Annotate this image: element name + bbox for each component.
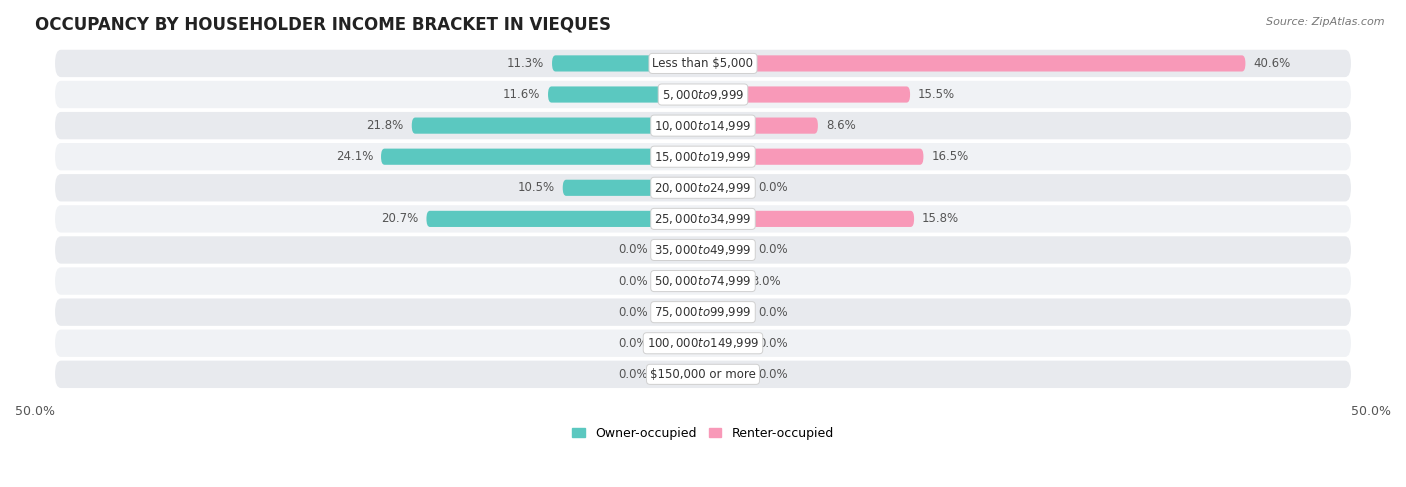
FancyBboxPatch shape — [426, 211, 703, 227]
Text: 40.6%: 40.6% — [1253, 57, 1291, 70]
Text: 0.0%: 0.0% — [758, 306, 787, 318]
FancyBboxPatch shape — [703, 56, 1246, 72]
Text: 0.0%: 0.0% — [619, 275, 648, 287]
FancyBboxPatch shape — [657, 242, 703, 258]
Text: $20,000 to $24,999: $20,000 to $24,999 — [654, 181, 752, 195]
Text: $15,000 to $19,999: $15,000 to $19,999 — [654, 150, 752, 164]
Text: Source: ZipAtlas.com: Source: ZipAtlas.com — [1267, 17, 1385, 27]
Text: OCCUPANCY BY HOUSEHOLDER INCOME BRACKET IN VIEQUES: OCCUPANCY BY HOUSEHOLDER INCOME BRACKET … — [35, 15, 612, 33]
Text: 0.0%: 0.0% — [758, 181, 787, 194]
Text: $50,000 to $74,999: $50,000 to $74,999 — [654, 274, 752, 288]
FancyBboxPatch shape — [55, 112, 1351, 139]
FancyBboxPatch shape — [55, 299, 1351, 326]
FancyBboxPatch shape — [55, 50, 1351, 77]
FancyBboxPatch shape — [703, 242, 749, 258]
Text: $25,000 to $34,999: $25,000 to $34,999 — [654, 212, 752, 226]
FancyBboxPatch shape — [412, 117, 703, 134]
FancyBboxPatch shape — [657, 273, 703, 289]
Legend: Owner-occupied, Renter-occupied: Owner-occupied, Renter-occupied — [568, 422, 838, 445]
FancyBboxPatch shape — [657, 366, 703, 382]
FancyBboxPatch shape — [55, 267, 1351, 295]
FancyBboxPatch shape — [55, 174, 1351, 202]
Text: 24.1%: 24.1% — [336, 150, 373, 163]
Text: 0.0%: 0.0% — [619, 368, 648, 381]
Text: 20.7%: 20.7% — [381, 212, 419, 225]
FancyBboxPatch shape — [55, 205, 1351, 233]
FancyBboxPatch shape — [657, 304, 703, 320]
Text: 0.0%: 0.0% — [619, 244, 648, 257]
FancyBboxPatch shape — [55, 143, 1351, 170]
Text: $10,000 to $14,999: $10,000 to $14,999 — [654, 119, 752, 132]
FancyBboxPatch shape — [703, 86, 910, 103]
FancyBboxPatch shape — [703, 335, 749, 351]
Text: $100,000 to $149,999: $100,000 to $149,999 — [647, 336, 759, 350]
FancyBboxPatch shape — [703, 304, 749, 320]
FancyBboxPatch shape — [703, 117, 818, 134]
Text: $5,000 to $9,999: $5,000 to $9,999 — [662, 88, 744, 101]
FancyBboxPatch shape — [55, 330, 1351, 357]
Text: 0.0%: 0.0% — [619, 337, 648, 350]
FancyBboxPatch shape — [562, 180, 703, 196]
Text: $35,000 to $49,999: $35,000 to $49,999 — [654, 243, 752, 257]
FancyBboxPatch shape — [55, 236, 1351, 263]
FancyBboxPatch shape — [703, 180, 749, 196]
FancyBboxPatch shape — [55, 81, 1351, 108]
FancyBboxPatch shape — [657, 335, 703, 351]
Text: 0.0%: 0.0% — [758, 337, 787, 350]
FancyBboxPatch shape — [703, 366, 749, 382]
Text: 10.5%: 10.5% — [517, 181, 555, 194]
Text: 21.8%: 21.8% — [367, 119, 404, 132]
FancyBboxPatch shape — [553, 56, 703, 72]
FancyBboxPatch shape — [703, 211, 914, 227]
FancyBboxPatch shape — [548, 86, 703, 103]
FancyBboxPatch shape — [703, 149, 924, 165]
Text: 0.0%: 0.0% — [758, 368, 787, 381]
Text: $75,000 to $99,999: $75,000 to $99,999 — [654, 305, 752, 319]
Text: 0.0%: 0.0% — [619, 306, 648, 318]
FancyBboxPatch shape — [381, 149, 703, 165]
Text: 11.3%: 11.3% — [506, 57, 544, 70]
Text: 11.6%: 11.6% — [502, 88, 540, 101]
Text: 8.6%: 8.6% — [825, 119, 856, 132]
Text: 15.8%: 15.8% — [922, 212, 959, 225]
FancyBboxPatch shape — [703, 273, 744, 289]
Text: 16.5%: 16.5% — [931, 150, 969, 163]
Text: 3.0%: 3.0% — [751, 275, 780, 287]
FancyBboxPatch shape — [55, 361, 1351, 388]
Text: Less than $5,000: Less than $5,000 — [652, 57, 754, 70]
Text: 15.5%: 15.5% — [918, 88, 955, 101]
Text: $150,000 or more: $150,000 or more — [650, 368, 756, 381]
Text: 0.0%: 0.0% — [758, 244, 787, 257]
